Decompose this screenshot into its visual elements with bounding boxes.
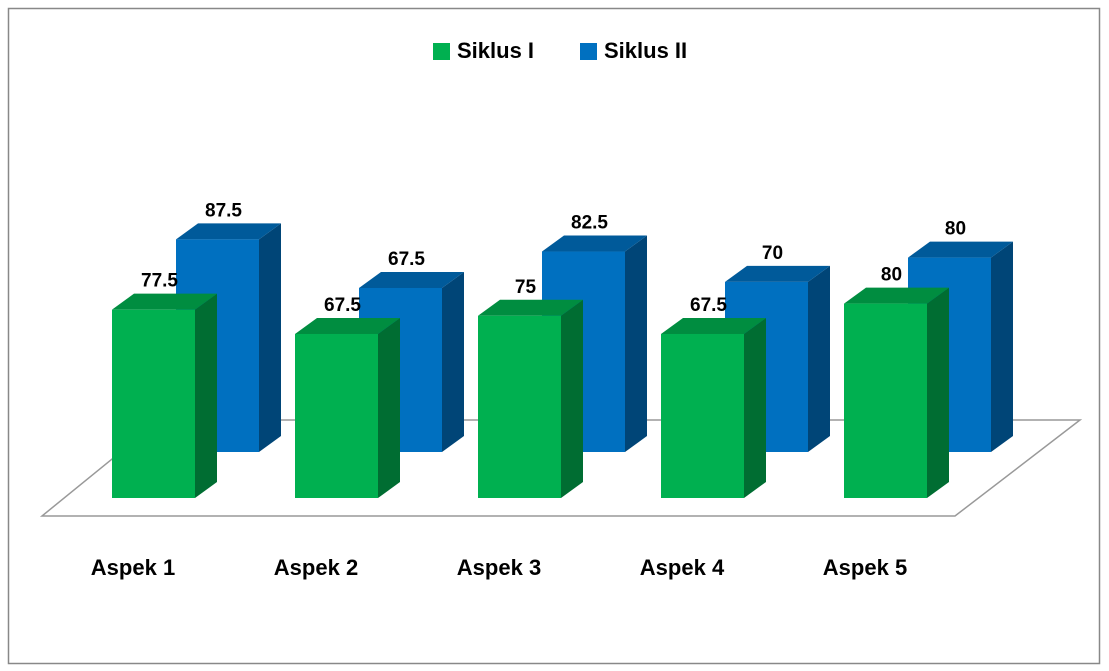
bar-side: [442, 271, 464, 452]
x-tick-label: Aspek 4: [640, 555, 725, 580]
legend-label: Siklus I: [457, 38, 534, 63]
bar: [478, 315, 561, 498]
data-label: 67.5: [690, 295, 727, 316]
bar-top: [478, 299, 583, 316]
x-tick-label: Aspek 1: [91, 555, 175, 580]
bar-side: [744, 317, 766, 498]
data-label: 70: [762, 243, 783, 264]
bar-side: [927, 287, 949, 498]
bar-top: [725, 265, 830, 282]
bar-side: [259, 223, 281, 452]
bar: [112, 309, 195, 498]
data-label: 75: [515, 277, 537, 298]
bar-side: [808, 265, 830, 452]
data-label: 67.5: [324, 295, 361, 316]
bar-top: [661, 317, 766, 334]
bar: [844, 303, 927, 498]
x-tick-label: Aspek 2: [274, 555, 358, 580]
bar-side: [561, 299, 583, 498]
bar-top: [908, 241, 1013, 258]
bar: [295, 333, 378, 498]
bar-top: [295, 317, 400, 334]
data-label: 77.5: [141, 271, 178, 292]
legend-label: Siklus II: [604, 38, 687, 63]
data-label: 80: [881, 265, 902, 286]
legend-swatch: [433, 43, 450, 60]
data-label: 87.5: [205, 200, 242, 221]
data-label: 80: [945, 219, 966, 240]
bar-side: [625, 235, 647, 452]
bar-side: [195, 293, 217, 498]
data-label: 67.5: [388, 249, 425, 270]
bar-top: [542, 235, 647, 252]
bar: [661, 333, 744, 498]
legend-swatch: [580, 43, 597, 60]
bar-side: [991, 241, 1013, 452]
bar-side: [378, 317, 400, 498]
x-tick-label: Aspek 5: [823, 555, 907, 580]
data-label: 82.5: [571, 213, 608, 234]
bar-top: [844, 287, 949, 304]
bar-top: [359, 271, 464, 288]
x-tick-label: Aspek 3: [457, 555, 541, 580]
bar-top: [176, 223, 281, 240]
bar-top: [112, 293, 217, 310]
